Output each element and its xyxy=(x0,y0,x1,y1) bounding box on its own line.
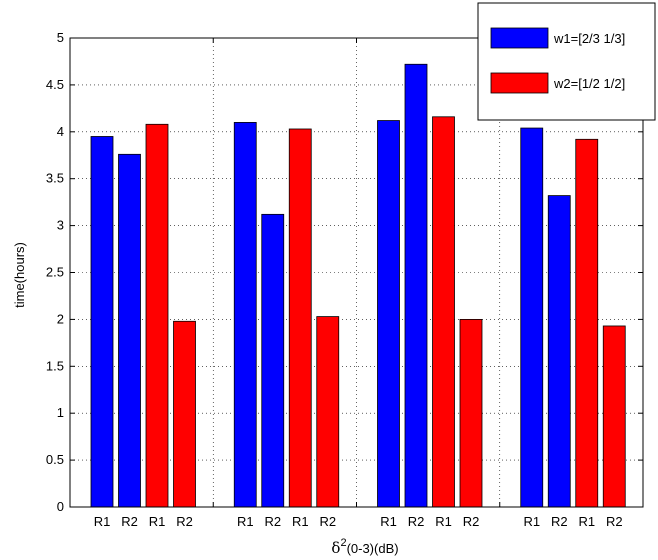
x-axis-label-superscript: 2 xyxy=(340,537,346,549)
legend-label: w2=[1/2 1/2] xyxy=(553,76,625,91)
bar xyxy=(404,63,428,508)
bar xyxy=(602,325,626,508)
bar xyxy=(173,320,196,508)
y-axis-ticks: 0 0.5 1 1.5 2 2.5 3 3.5 4 4.5 5 xyxy=(46,30,643,514)
bar xyxy=(233,122,257,508)
x-tick-label: R1 xyxy=(523,514,540,529)
x-tick-label: R1 xyxy=(292,514,309,529)
y-axis-label: time(hours) xyxy=(12,242,27,308)
x-tick-label: R1 xyxy=(237,514,254,529)
x-tick-label: R1 xyxy=(380,514,397,529)
bar xyxy=(575,138,599,508)
y-tick-label: 2.5 xyxy=(46,265,64,280)
x-axis-label-symbol: δ xyxy=(331,539,340,557)
x-tick-label: R1 xyxy=(149,514,166,529)
y-tick-label: 3 xyxy=(57,218,64,233)
bar xyxy=(520,127,544,508)
legend-swatch xyxy=(490,27,549,49)
bar xyxy=(145,123,169,508)
bar xyxy=(547,195,571,508)
legend-box xyxy=(477,2,656,121)
legend: w1=[2/3 1/3] w2=[1/2 1/2] xyxy=(477,2,656,121)
x-axis-label-text: (0-3)(dB) xyxy=(347,541,399,556)
legend-swatch xyxy=(490,72,549,94)
y-tick-label: 4 xyxy=(57,124,64,139)
x-axis-label: δ2(0-3)(dB) xyxy=(331,537,398,557)
y-tick-label: 3.5 xyxy=(46,171,64,186)
bar xyxy=(377,120,400,508)
x-tick-label: R2 xyxy=(463,514,480,529)
x-tick-label: R1 xyxy=(578,514,595,529)
x-tick-label: R2 xyxy=(319,514,336,529)
x-tick-label: R2 xyxy=(606,514,623,529)
y-tick-label: 0.5 xyxy=(46,452,64,467)
bars xyxy=(90,63,626,508)
bar xyxy=(459,318,483,508)
x-tick-label: R2 xyxy=(551,514,568,529)
x-tick-label: R2 xyxy=(121,514,138,529)
y-tick-label: 2 xyxy=(57,311,64,326)
y-tick-label: 0 xyxy=(57,499,64,514)
bar xyxy=(118,153,141,508)
bar xyxy=(90,136,114,508)
bar xyxy=(432,116,455,508)
y-tick-label: 1.5 xyxy=(46,358,64,373)
y-tick-label: 5 xyxy=(57,30,64,45)
x-axis-ticks: R1 R2 R1 R2 R1 R2 R1 R2 R1 R2 R1 R2 R1 R2 R1 R2 xyxy=(94,514,623,529)
x-tick-label: R1 xyxy=(435,514,452,529)
legend-label: w1=[2/3 1/3] xyxy=(553,31,625,46)
x-tick-label: R2 xyxy=(264,514,281,529)
y-tick-label: 1 xyxy=(57,405,64,420)
x-tick-label: R2 xyxy=(408,514,425,529)
bar xyxy=(316,316,340,508)
x-tick-label: R1 xyxy=(94,514,111,529)
y-tick-label: 4.5 xyxy=(46,77,64,92)
bar xyxy=(261,213,285,508)
bar xyxy=(288,128,312,508)
x-tick-label: R2 xyxy=(176,514,193,529)
